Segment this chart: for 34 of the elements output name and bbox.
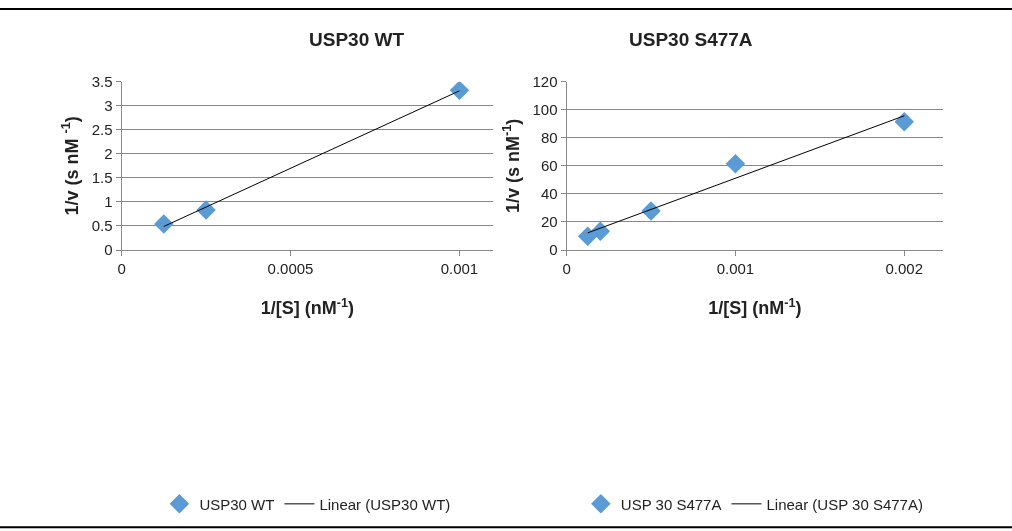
chart-title: USP30 S477A: [629, 29, 753, 50]
legend-label: Linear (USP30 WT): [319, 495, 451, 513]
legend-label: USP 30 S477A: [620, 495, 722, 513]
chart-title: USP30 WT: [309, 29, 405, 50]
point: [449, 81, 470, 101]
x-tick-label: 0: [562, 260, 571, 277]
y-tick-label: 120: [532, 72, 558, 90]
y-tick-label: 0: [104, 241, 113, 259]
point: [725, 154, 746, 174]
y-tick-label: 3: [104, 96, 113, 114]
y-tick-label: 3.5: [91, 72, 113, 90]
point: [894, 112, 915, 132]
y-tick-label: 0: [549, 241, 558, 259]
legend-label: Linear (USP 30 S477A): [766, 495, 923, 513]
x-axis-title: 1/[S] (nM$^{-1}$): [708, 295, 802, 319]
y-tick-label: 1.5: [91, 169, 113, 187]
y-tick-label: 20: [540, 213, 558, 231]
y-tick-label: 60: [540, 157, 558, 175]
y-tick-label: 2.5: [91, 121, 113, 139]
legend-label: USP30 WT: [199, 495, 275, 513]
point: [577, 226, 598, 247]
y-tick-label: 100: [532, 101, 558, 118]
y-tick-label: 40: [540, 185, 558, 203]
x-tick-label: 0.001: [716, 260, 755, 277]
point: [590, 221, 611, 242]
y-tick-label: 0.5: [91, 217, 113, 235]
x-axis-title: 1/[S] (nM$^{-1}$): [260, 295, 354, 319]
y-tick-label: 2: [104, 145, 113, 163]
x-tick-label: 0.002: [885, 260, 924, 277]
x-tick-label: 0.001: [440, 260, 479, 277]
y-tick-label: 1: [104, 193, 113, 211]
y-tick-label: 80: [540, 129, 558, 147]
x-tick-label: 0.0005: [267, 260, 314, 277]
x-tick-label: 0: [117, 260, 126, 277]
